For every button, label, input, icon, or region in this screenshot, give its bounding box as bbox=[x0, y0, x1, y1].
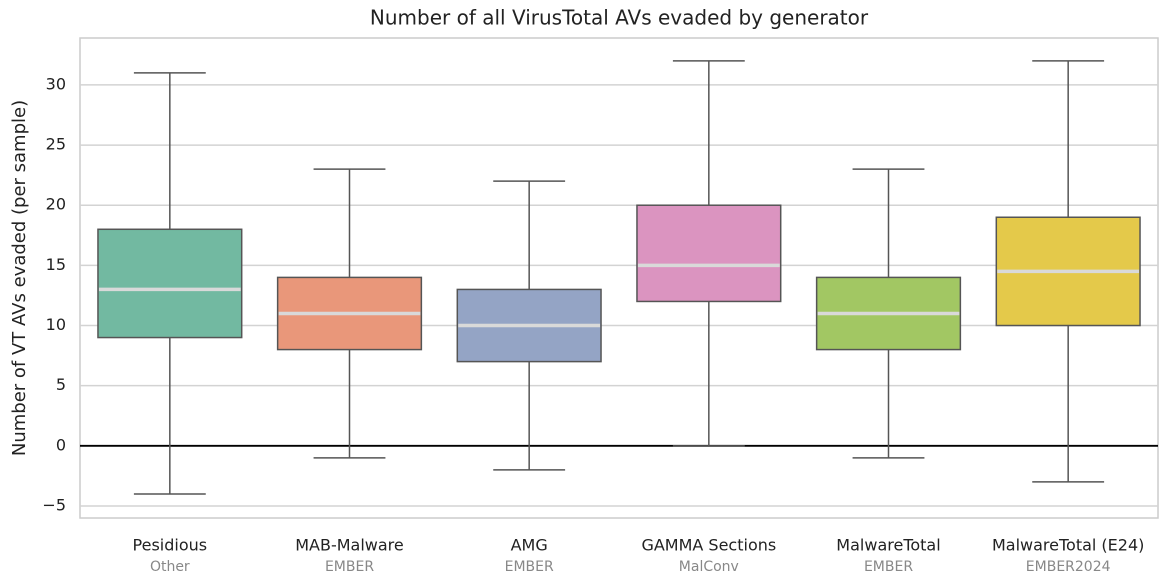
x-tick-sublabel: Other bbox=[150, 559, 190, 575]
x-tick-label: GAMMA Sections bbox=[641, 536, 776, 555]
y-tick-label: 5 bbox=[56, 375, 66, 394]
y-tick-label: 10 bbox=[46, 315, 66, 334]
x-tick-sublabel: EMBER bbox=[505, 559, 554, 575]
x-tick-sublabel: EMBER bbox=[325, 559, 374, 575]
x-tick-label: Pesidious bbox=[133, 536, 208, 555]
y-tick-label: 15 bbox=[46, 255, 66, 274]
x-tick-label: AMG bbox=[511, 536, 548, 555]
y-tick-label: 25 bbox=[46, 135, 66, 154]
plot-area bbox=[79, 37, 1159, 519]
y-axis-label: Number of VT AVs evaded (per sample) bbox=[9, 100, 30, 456]
y-tick-label: 20 bbox=[46, 195, 66, 214]
x-tick-label: MalwareTotal (E24) bbox=[992, 536, 1144, 555]
y-tick-label: 30 bbox=[46, 74, 66, 93]
x-tick-label: MAB-Malware bbox=[295, 536, 404, 555]
x-tick-sublabel: MalConv bbox=[679, 559, 739, 575]
chart-title: Number of all VirusTotal AVs evaded by g… bbox=[370, 6, 869, 30]
box bbox=[636, 204, 782, 303]
x-tick-sublabel: EMBER bbox=[864, 559, 913, 575]
y-tick-label: −5 bbox=[42, 495, 66, 514]
x-tick-label: MalwareTotal bbox=[836, 536, 940, 555]
box bbox=[97, 228, 243, 339]
x-tick-sublabel: EMBER2024 bbox=[1026, 559, 1111, 575]
y-tick-label: 0 bbox=[56, 435, 66, 454]
